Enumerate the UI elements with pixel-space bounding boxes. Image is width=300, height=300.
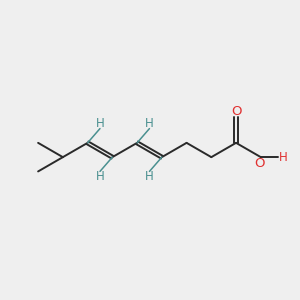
- Text: H: H: [96, 117, 104, 130]
- Text: O: O: [254, 157, 265, 170]
- Text: H: H: [145, 117, 154, 130]
- Text: O: O: [231, 105, 241, 118]
- Text: H: H: [145, 170, 154, 183]
- Text: H: H: [96, 170, 104, 183]
- Text: H: H: [279, 151, 288, 164]
